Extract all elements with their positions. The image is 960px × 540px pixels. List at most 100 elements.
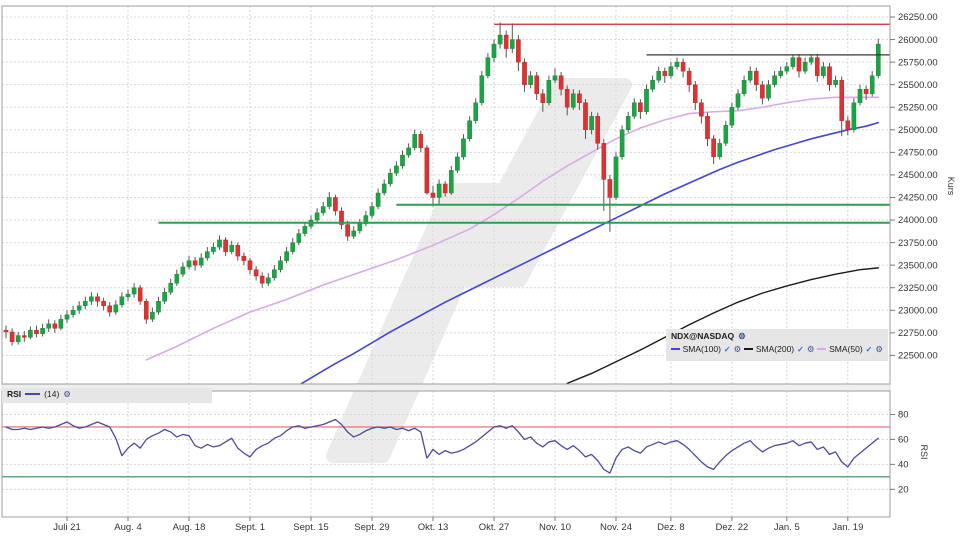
candle-up[interactable] — [40, 328, 45, 334]
candle-up[interactable] — [150, 311, 155, 320]
candle-up[interactable] — [741, 79, 747, 94]
sma200-checkbox[interactable]: ✓ — [797, 344, 804, 354]
candle-up[interactable] — [632, 102, 637, 117]
candle-down[interactable] — [9, 331, 15, 343]
candle-up[interactable] — [369, 206, 375, 216]
candle-up[interactable] — [747, 70, 753, 81]
candle-up[interactable] — [833, 79, 838, 85]
candle-up[interactable] — [644, 88, 649, 112]
candle-down[interactable] — [699, 102, 704, 117]
candle-down[interactable] — [137, 287, 143, 302]
rsi-line[interactable] — [5, 418, 879, 474]
sma50-line[interactable] — [145, 96, 880, 361]
candle-down[interactable] — [424, 147, 430, 194]
candle-down[interactable] — [827, 66, 832, 85]
candle-down[interactable] — [3, 329, 9, 333]
candle-down[interactable] — [418, 134, 424, 149]
candle-down[interactable] — [558, 75, 564, 90]
candle-up[interactable] — [717, 143, 722, 158]
candle-up[interactable] — [168, 283, 174, 293]
candle-up[interactable] — [113, 304, 119, 313]
candle-down[interactable] — [796, 57, 802, 72]
candle-down[interactable] — [754, 70, 759, 85]
candle-down[interactable] — [95, 296, 100, 302]
candle-up[interactable] — [650, 79, 655, 90]
candle-down[interactable] — [223, 239, 228, 252]
gear-icon[interactable]: ⚙ — [63, 388, 71, 399]
candle-down[interactable] — [845, 120, 851, 131]
candle-up[interactable] — [619, 129, 625, 158]
candle-up[interactable] — [729, 107, 735, 126]
candle-down[interactable] — [241, 255, 247, 261]
candle-up[interactable] — [571, 93, 576, 108]
candle-up[interactable] — [125, 293, 131, 297]
gear-icon[interactable]: ⚙ — [738, 330, 746, 341]
candle-up[interactable] — [229, 245, 235, 252]
candle-down[interactable] — [22, 335, 27, 338]
candle-up[interactable] — [64, 314, 70, 320]
candle-up[interactable] — [131, 287, 137, 295]
candle-down[interactable] — [863, 88, 869, 94]
candle-up[interactable] — [784, 66, 790, 72]
candle-up[interactable] — [851, 102, 857, 130]
candle-up[interactable] — [625, 116, 631, 131]
candle-down[interactable] — [711, 138, 716, 158]
gear-icon[interactable]: ⚙ — [875, 343, 883, 354]
candle-up[interactable] — [272, 269, 277, 278]
candle-up[interactable] — [82, 301, 88, 306]
candle-up[interactable] — [485, 57, 491, 76]
candle-down[interactable] — [601, 143, 607, 180]
candle-down[interactable] — [143, 301, 149, 320]
candle-down[interactable] — [192, 260, 198, 266]
candle-up[interactable] — [808, 57, 814, 63]
candle-down[interactable] — [705, 116, 710, 140]
candle-up[interactable] — [589, 116, 594, 131]
candle-up[interactable] — [723, 125, 729, 144]
candle-up[interactable] — [455, 156, 460, 171]
candle-up[interactable] — [436, 183, 442, 198]
candle-up[interactable] — [76, 305, 82, 311]
candle-down[interactable] — [333, 197, 338, 212]
candle-down[interactable] — [52, 323, 58, 329]
candle-up[interactable] — [766, 84, 771, 99]
candle-down[interactable] — [534, 75, 539, 94]
candle-up[interactable] — [613, 156, 619, 198]
candle-up[interactable] — [198, 257, 204, 266]
candle-down[interactable] — [34, 329, 39, 334]
candle-up[interactable] — [449, 170, 454, 194]
candle-up[interactable] — [296, 233, 302, 243]
candle-up[interactable] — [375, 192, 381, 207]
candle-up[interactable] — [174, 273, 180, 284]
candle-up[interactable] — [320, 206, 326, 214]
gear-icon[interactable]: ⚙ — [733, 343, 742, 354]
candle-up[interactable] — [15, 335, 21, 343]
candle-down[interactable] — [595, 116, 600, 144]
candle-up[interactable] — [656, 70, 661, 81]
candle-up[interactable] — [46, 323, 51, 329]
candle-up[interactable] — [278, 260, 283, 270]
candle-up[interactable] — [58, 319, 64, 329]
candle-down[interactable] — [107, 305, 112, 313]
candle-up[interactable] — [162, 292, 167, 302]
candle-up[interactable] — [772, 75, 777, 85]
candle-up[interactable] — [552, 75, 558, 81]
candle-down[interactable] — [662, 70, 668, 76]
candle-down[interactable] — [247, 260, 253, 270]
candle-up[interactable] — [357, 223, 363, 232]
candle-down[interactable] — [516, 39, 521, 63]
candle-up[interactable] — [869, 75, 875, 94]
gear-icon[interactable]: ⚙ — [806, 343, 815, 354]
candle-up[interactable] — [327, 197, 332, 207]
candle-down[interactable] — [583, 102, 588, 130]
candle-down[interactable] — [760, 84, 765, 99]
candle-up[interactable] — [89, 296, 94, 302]
candle-up[interactable] — [351, 230, 357, 237]
candle-up[interactable] — [735, 93, 741, 108]
candle-up[interactable] — [473, 102, 479, 121]
candle-up[interactable] — [388, 172, 393, 185]
candle-up[interactable] — [28, 329, 33, 338]
candle-up[interactable] — [528, 75, 533, 85]
candle-up[interactable] — [510, 39, 515, 49]
candle-up[interactable] — [412, 134, 418, 149]
